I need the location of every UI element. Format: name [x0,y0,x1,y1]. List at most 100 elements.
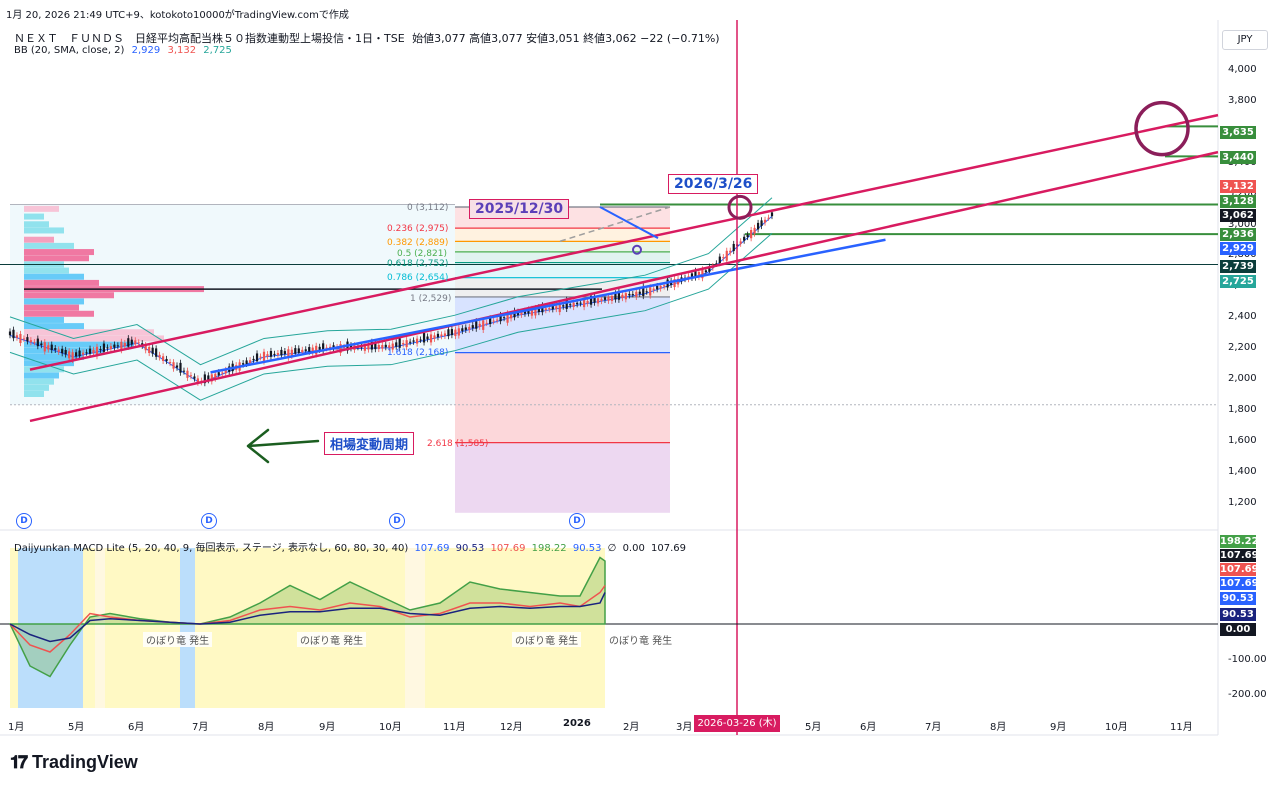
price-axis-label: 4,000 [1228,64,1257,75]
candle-body [155,348,158,357]
signal-label: のぼり竜 発生 [512,632,582,647]
symbol-line: ＮＥＸＴ ＦＵＮＤＳ 日経平均高配当株５０指数連動型上場投信・1日・TSE [14,32,405,45]
candle-body [635,291,638,297]
candle-body [722,257,725,259]
candle-body [656,286,659,290]
fib-label-1: 1 (2,529) [410,294,452,304]
bb-mid-value: 2,929 [131,45,161,56]
candle-body [57,349,60,352]
tradingview-logo[interactable]: 𝟏𝟕 TradingView [10,752,138,773]
candle-body [422,333,426,343]
candle-body [130,339,133,345]
candle-body [520,312,523,315]
fib-label-0618: 0.618 (2,752) [387,259,449,269]
candle-body [19,333,22,344]
candle-body [99,349,102,351]
candle-body [95,346,99,357]
time-axis-label: 3月 [676,722,693,733]
candle-body [509,314,513,319]
dividend-marker[interactable]: D [569,513,585,529]
volume-profile-bar [24,279,99,286]
target-circle-large [1134,100,1190,157]
volume-profile-bar [24,384,49,391]
cycle-label[interactable]: 相場変動周期 [324,432,415,455]
candle-body [377,344,380,350]
fib-label-05: 0.5 (2,821) [397,249,447,259]
candle-body [61,348,64,354]
bb-upper-line [9,197,773,366]
candle-body [252,358,255,361]
dividend-marker[interactable]: D [16,513,32,529]
candle-body [381,345,384,349]
candle-body [8,331,12,336]
price-axis-label: 2,000 [1228,373,1257,384]
volume-profile-bar [24,353,84,360]
candle-body [457,328,460,336]
candle-body [276,353,280,355]
candle-body [419,339,422,341]
volume-profile-bar [24,213,44,220]
candle-body [182,370,186,372]
candle-body [81,352,85,355]
date-box-2026-03-26[interactable]: 2026/3/26 [668,174,759,194]
dividend-marker[interactable]: D [389,513,405,529]
candle-body [649,287,652,296]
candle-body [363,344,367,351]
candle-body [193,376,196,379]
candle-body [161,356,165,361]
candle-body [259,356,262,358]
candle-body [478,323,481,327]
fib-band [455,228,670,242]
time-axis-label: 11月 [443,722,466,733]
volume-profile-bar [24,329,154,336]
candle-body [297,348,300,353]
price-tag: 2,725 [1220,275,1256,288]
macd-histogram [8,556,606,678]
candle-body [409,341,412,343]
channel-upper-line [29,113,1219,371]
candle-body [47,345,50,350]
currency-button[interactable]: JPY [1222,30,1268,50]
volume-profile-bar [24,273,84,280]
candle-body [534,308,537,316]
dividend-marker[interactable]: D [201,513,217,529]
macd-axis-label: -100.00 [1228,654,1267,665]
candle-body [596,298,600,304]
candle-body [29,340,32,343]
candle-body [144,345,147,351]
candle-body [499,314,502,322]
fib-label-0236: 0.236 (2,975) [387,224,449,234]
time-axis-label: 9月 [1050,722,1067,733]
candle-body [482,320,485,330]
candle-body [54,348,57,350]
candle-body [756,222,760,230]
candle-body [388,345,391,348]
candle-body [148,346,151,353]
candle-body [485,322,488,324]
time-axis-label: 9月 [319,722,336,733]
candle-body [697,271,701,277]
bb-legend[interactable]: BB (20, SMA, close, 2) 2,929 3,132 2,725 [14,45,232,56]
candle-body [342,346,346,348]
candle-body [638,291,641,294]
time-axis-label: 10月 [379,722,402,733]
price-axis-label: 1,600 [1228,434,1257,446]
candle-body [245,360,248,364]
candle-body [593,297,596,303]
candle-body [725,250,728,261]
volume-profile-bar [24,323,84,330]
macd-legend[interactable]: Daijyunkan MACD Lite (5, 20, 40, 9, 毎回表示… [14,539,686,554]
candle-body [339,344,342,353]
macd-tag: 107.69 [1220,563,1259,576]
candle-body [607,296,610,301]
candle-body [248,360,252,363]
date-box-2025-12-30[interactable]: 2025/12/30 [469,199,570,219]
candle-body [106,347,109,349]
candle-body [513,310,516,318]
crosshair-date-label: 2026-03-26 (木) [694,715,780,732]
macd-value-3: 107.69 [490,543,526,554]
candle-body [50,344,53,351]
macd-value-7: 0.00 [622,543,645,554]
candle-body [673,279,676,288]
